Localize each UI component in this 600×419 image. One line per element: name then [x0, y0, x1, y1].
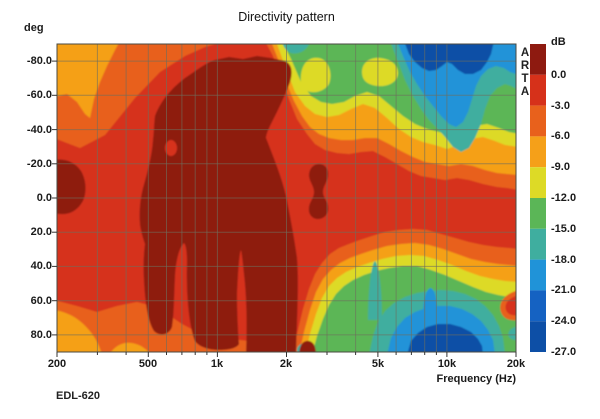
arta-watermark-letter: A: [520, 47, 530, 59]
colorbar-tick-label: -9.0: [551, 161, 570, 173]
colorbar: [530, 44, 546, 352]
colorbar-tick-label: -3.0: [551, 100, 570, 112]
colorbar-tick-label: -27.0: [551, 346, 577, 358]
y-axis-unit-label: deg: [24, 22, 44, 34]
x-tick-label: 2k: [279, 358, 293, 370]
y-tick-label: 40.0: [30, 260, 52, 272]
arta-watermark-letter: R: [520, 60, 530, 72]
y-tick-label: -80.0: [26, 55, 52, 67]
x-tick-label: 20k: [506, 358, 526, 370]
colorbar-tick-label: -15.0: [551, 223, 577, 235]
grid-lines: [57, 44, 516, 352]
x-tick-label: 10k: [437, 358, 457, 370]
x-tick-label: 200: [47, 358, 67, 370]
y-tick-label: 60.0: [30, 295, 52, 307]
x-axis-label: Frequency (Hz): [436, 373, 516, 385]
arta-watermark-letter: A: [520, 86, 530, 98]
y-tick-label: 0.0: [36, 192, 52, 204]
y-tick-label: -60.0: [26, 89, 52, 101]
chart-title: Directivity pattern: [238, 10, 335, 24]
y-tick-label: 80.0: [30, 329, 52, 341]
y-tick-label: 20.0: [30, 226, 52, 238]
colorbar-tick-label: -12.0: [551, 192, 577, 204]
colorbar-unit-label: dB: [551, 36, 566, 48]
x-tick-label: 500: [138, 358, 158, 370]
colorbar-tick-label: -21.0: [551, 284, 577, 296]
arta-watermark-letter: T: [521, 73, 529, 85]
x-tick-label: 5k: [371, 358, 385, 370]
colorbar-tick-label: 0.0: [551, 69, 567, 81]
y-tick-label: -20.0: [26, 158, 52, 170]
colorbar-tick-label: -18.0: [551, 254, 577, 266]
x-tick-label: 1k: [210, 358, 224, 370]
colorbar-tick-label: -6.0: [551, 130, 570, 142]
y-tick-label: -40.0: [26, 124, 52, 136]
colorbar-tick-label: -24.0: [551, 315, 577, 327]
axis-ticks: [52, 60, 517, 357]
device-label: EDL-620: [56, 390, 101, 402]
